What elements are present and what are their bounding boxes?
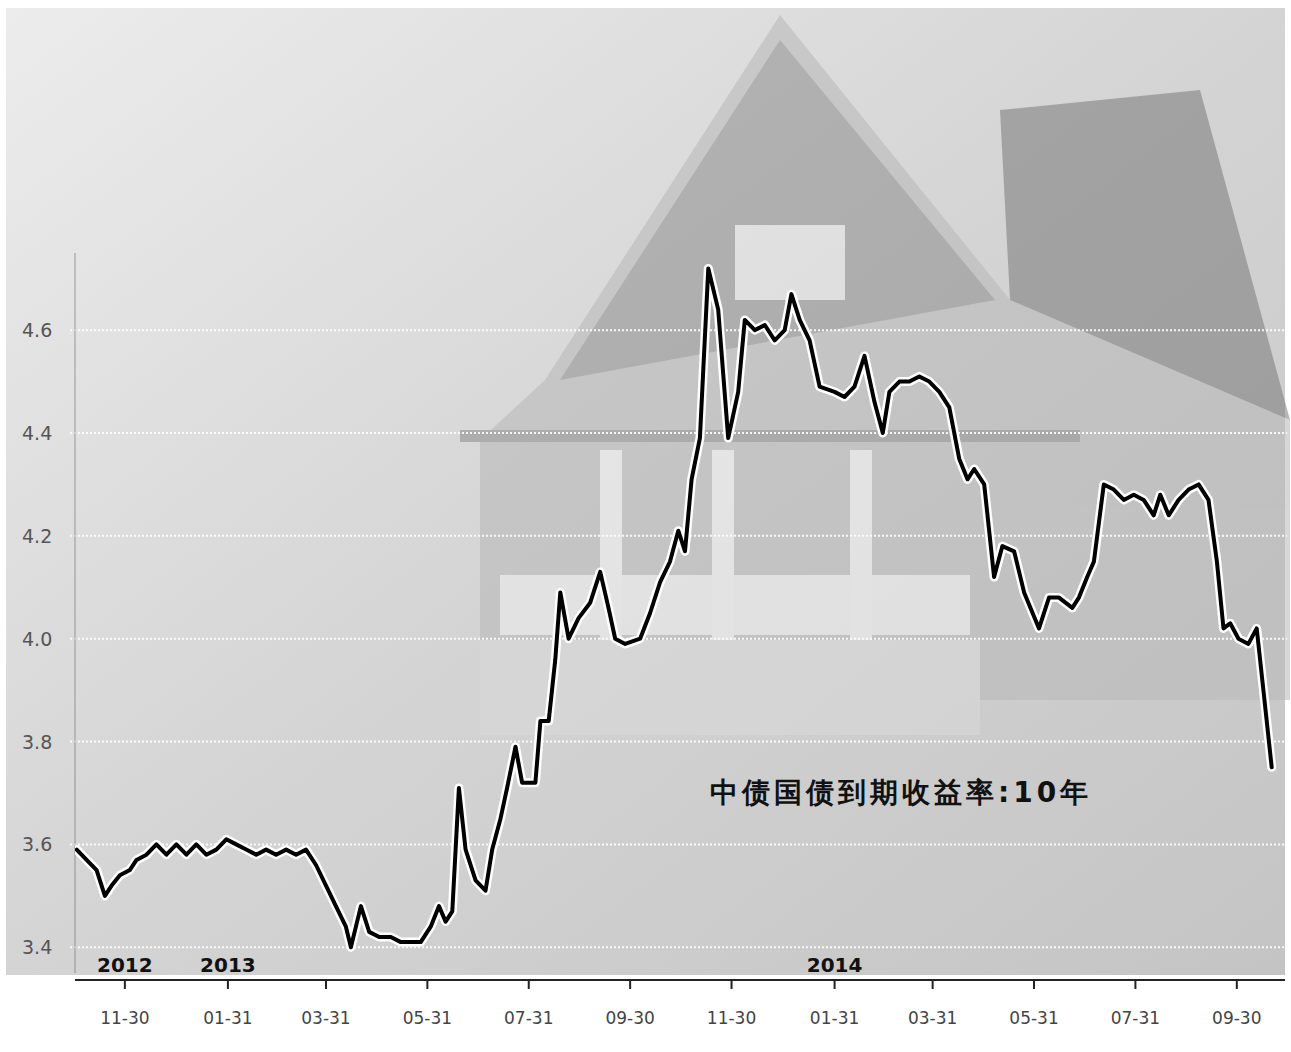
y-tick-label: 4.4 — [22, 422, 52, 444]
house-decoration — [460, 15, 1290, 735]
x-tick — [629, 980, 631, 989]
year-label: 2014 — [807, 953, 863, 977]
chart: 3.4 3.6 3.8 4.0 4.2 4.4 4.6 11-30 01-31 03-31 05-3… — [0, 0, 1291, 1052]
axis-band — [0, 975, 1291, 1052]
x-tick-label: 09-30 — [1212, 1008, 1261, 1028]
y-tick-label: 4.0 — [22, 628, 52, 650]
x-tick-label: 03-31 — [908, 1008, 957, 1028]
y-tick-label: 4.6 — [22, 319, 52, 341]
x-tick — [227, 980, 229, 989]
x-tick-label: 11-30 — [100, 1008, 149, 1028]
year-label: 2012 — [97, 953, 153, 977]
x-tick-label: 07-31 — [1111, 1008, 1160, 1028]
y-axis-line — [75, 253, 76, 973]
x-tick — [426, 980, 428, 989]
x-tick — [1236, 980, 1238, 989]
x-tick — [834, 980, 836, 989]
x-tick — [325, 980, 327, 989]
line-halo — [77, 268, 1272, 947]
grid-line — [70, 946, 1287, 948]
year-label: 2013 — [200, 953, 256, 977]
x-tick — [932, 980, 934, 989]
grid-line — [70, 741, 1287, 743]
x-tick-label: 09-30 — [605, 1008, 654, 1028]
y-tick-label: 3.6 — [22, 833, 52, 855]
x-tick-label: 05-31 — [403, 1008, 452, 1028]
y-tick-label: 3.8 — [22, 731, 52, 753]
x-tick — [528, 980, 530, 989]
grid-line — [70, 432, 1287, 434]
x-tick — [1134, 980, 1136, 989]
yield-line — [77, 268, 1272, 947]
page-background — [0, 0, 1291, 1052]
x-tick-label: 11-30 — [707, 1008, 756, 1028]
plot-area — [77, 268, 1272, 947]
x-axis-line — [75, 979, 1285, 981]
y-tick-label: 4.2 — [22, 525, 52, 547]
x-tick-label: 07-31 — [504, 1008, 553, 1028]
grid-line — [70, 329, 1287, 331]
y-tick-label: 3.4 — [22, 936, 52, 958]
x-tick-label: 05-31 — [1009, 1008, 1058, 1028]
grid-line — [70, 638, 1287, 640]
x-tick-label: 03-31 — [301, 1008, 350, 1028]
x-tick — [731, 980, 733, 989]
x-tick-label: 01-31 — [203, 1008, 252, 1028]
x-tick-label: 01-31 — [810, 1008, 859, 1028]
grid-line — [70, 843, 1287, 845]
x-tick — [1033, 980, 1035, 989]
chart-title: 中债国债到期收益率:10年 — [710, 776, 1092, 809]
x-tick — [124, 980, 126, 989]
